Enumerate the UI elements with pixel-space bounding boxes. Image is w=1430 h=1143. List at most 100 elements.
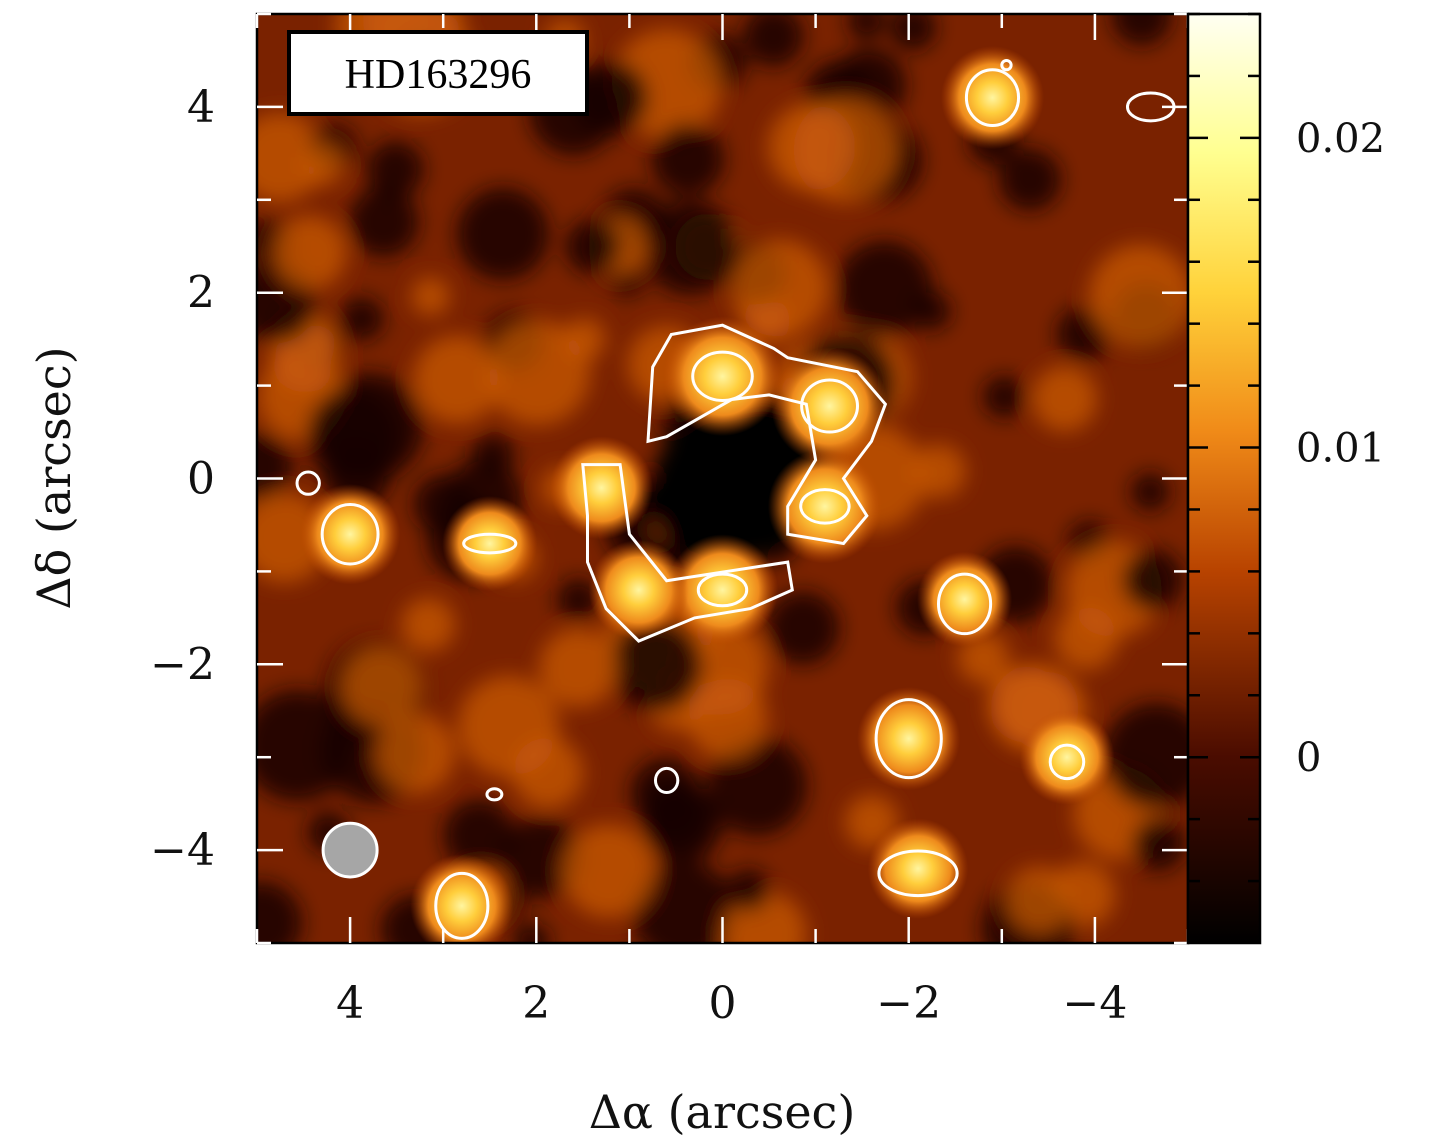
texture-patch [485,320,591,426]
texture-patch [632,860,736,943]
emission-peak [940,46,1045,150]
texture-patch [793,97,899,203]
emission-peak [867,818,969,919]
texture-patch [1089,244,1188,348]
texture-patch [375,713,456,794]
contour-blob [434,871,490,940]
texture-patch [500,816,583,899]
emission-peak [662,316,783,437]
texture-patch [366,141,424,198]
texture-patch [1005,866,1073,934]
x-tick-label: −2 [876,978,941,1029]
inner-contour-2 [800,378,859,434]
texture-patch [306,388,400,483]
x-tick-labels: 4 2 0 −2 −4 [336,978,1127,1029]
contour-blob [295,470,321,496]
emission-peak [1019,709,1115,805]
target-label-box: HD163296 [287,30,589,116]
texture-patch [340,296,384,341]
y-axis-title: Δδ (arcsec) [27,346,81,609]
contour-blob [320,503,380,566]
y-tick-label: 4 [187,82,215,133]
texture-patch [982,375,1026,419]
texture-patch [1111,14,1172,46]
texture-patch [456,187,550,281]
emission-peak [767,449,882,564]
emission-peak [857,687,961,791]
colorbar-tick-label: 0.01 [1296,426,1385,472]
texture-patch [687,678,768,759]
texture-patch [272,215,347,290]
texture-patch [565,219,620,275]
texture-patch [641,781,711,852]
texture-patch [642,199,738,296]
contour-blob [1000,58,1013,72]
texture-patch [766,591,840,665]
texture-patch [730,239,829,338]
inner-contour-3 [799,488,851,525]
texture-patch [1130,472,1170,512]
texture-patch [1032,366,1098,432]
texture-patch [413,335,502,424]
ring-contour-top [646,323,888,546]
ring-contour-bottom [581,463,794,643]
texture-patch [512,737,584,809]
texture-patch [836,240,933,338]
contour-blob [485,787,504,802]
contour-blob [653,766,680,795]
emission-peak [410,854,514,943]
x-tick-label: 2 [522,978,550,1029]
emission-peak [442,496,538,592]
texture-patch [651,123,725,196]
texture-patch [411,277,450,316]
x-tick-label: 4 [336,978,364,1029]
y-tick-labels: −4 −2 0 2 4 [150,82,215,876]
contour-blob [964,68,1021,127]
colorbar-ticks [1188,12,1260,883]
emission-peak [299,484,401,585]
beam-ellipse [321,821,379,879]
contour-blob [1048,743,1086,781]
emission-peak [549,436,654,540]
x-tick-label: −4 [1062,978,1127,1029]
texture-patch [727,868,771,912]
texture-patch [341,646,423,727]
contour-blob [877,849,959,898]
texture-patch [889,14,936,51]
texture-patch [348,186,419,258]
intensity-map [257,14,1188,943]
emission-peak [771,347,888,465]
texture-patch [1054,606,1118,670]
x-tick-label: 0 [709,978,737,1029]
texture-patch [998,148,1062,211]
y-tick-label: −4 [150,825,215,876]
contour-blob [462,532,518,555]
texture-patch [401,598,456,652]
texture-patch [707,735,808,836]
texture-patch [471,432,515,476]
x-axis-title: Δα (arcsec) [589,1085,856,1139]
texture-patch [539,628,618,707]
contour-blob [874,698,943,780]
colorbar-tick-label: 0 [1296,735,1321,781]
inner-contour-4 [696,572,749,608]
texture-patch [443,799,516,872]
texture-patch [742,14,804,67]
texture-patch [609,617,704,713]
texture-patch [257,689,353,802]
texture-patch [257,112,325,203]
inner-contour-1 [691,350,754,402]
texture-patch [562,824,656,918]
texture-patch [847,14,885,40]
colorbar-labels: 0 0.01 0.02 [1296,116,1385,781]
colorbar: 0 0.01 0.02 [1186,12,1385,945]
texture-patch [512,923,550,943]
y-tick-label: 2 [187,268,215,319]
target-label: HD163296 [345,52,532,98]
texture-patch [257,881,303,943]
colorbar-gradient [1186,12,1262,945]
contour-blob [936,572,993,636]
texture-patch [1121,549,1183,611]
emission-peak [917,551,1013,647]
